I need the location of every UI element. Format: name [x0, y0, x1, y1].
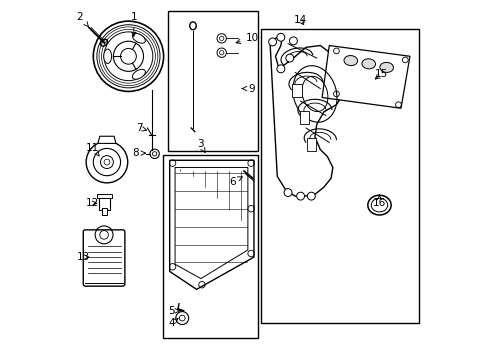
Ellipse shape [344, 55, 358, 66]
Bar [97, 194, 112, 198]
Ellipse shape [368, 195, 391, 215]
Ellipse shape [132, 33, 146, 43]
Circle shape [277, 65, 285, 73]
Text: 11: 11 [86, 143, 99, 156]
Circle shape [86, 141, 128, 183]
Text: 5: 5 [168, 306, 180, 316]
Polygon shape [98, 136, 116, 143]
Ellipse shape [380, 62, 393, 72]
Circle shape [290, 37, 297, 45]
Bar [293, 84, 302, 97]
Text: 14: 14 [294, 15, 307, 26]
Bar [168, 12, 258, 151]
Circle shape [307, 192, 315, 200]
Circle shape [284, 189, 292, 197]
Ellipse shape [132, 69, 146, 79]
Circle shape [296, 192, 304, 200]
Ellipse shape [104, 49, 112, 63]
Text: 1: 1 [130, 12, 137, 36]
Text: 4: 4 [168, 319, 178, 328]
Text: 16: 16 [373, 195, 386, 208]
Polygon shape [170, 160, 254, 289]
Text: 2: 2 [77, 12, 88, 27]
Bar [261, 30, 419, 323]
Text: 3: 3 [197, 139, 205, 152]
Circle shape [269, 38, 276, 46]
Polygon shape [270, 35, 345, 196]
Text: 12: 12 [86, 198, 99, 208]
Polygon shape [322, 45, 410, 108]
Text: 6: 6 [229, 177, 242, 187]
Text: 10: 10 [236, 33, 259, 44]
Text: 15: 15 [375, 69, 388, 79]
Ellipse shape [362, 59, 375, 69]
Bar [98, 196, 110, 210]
FancyBboxPatch shape [83, 230, 125, 286]
Text: 8: 8 [132, 148, 146, 158]
Bar [101, 208, 107, 215]
Bar [163, 155, 258, 338]
Text: 7: 7 [136, 123, 147, 133]
Circle shape [286, 54, 294, 62]
Bar [307, 138, 316, 150]
Bar [299, 111, 309, 124]
Text: 13: 13 [77, 252, 90, 262]
Text: 9: 9 [242, 84, 255, 94]
Circle shape [277, 33, 285, 41]
